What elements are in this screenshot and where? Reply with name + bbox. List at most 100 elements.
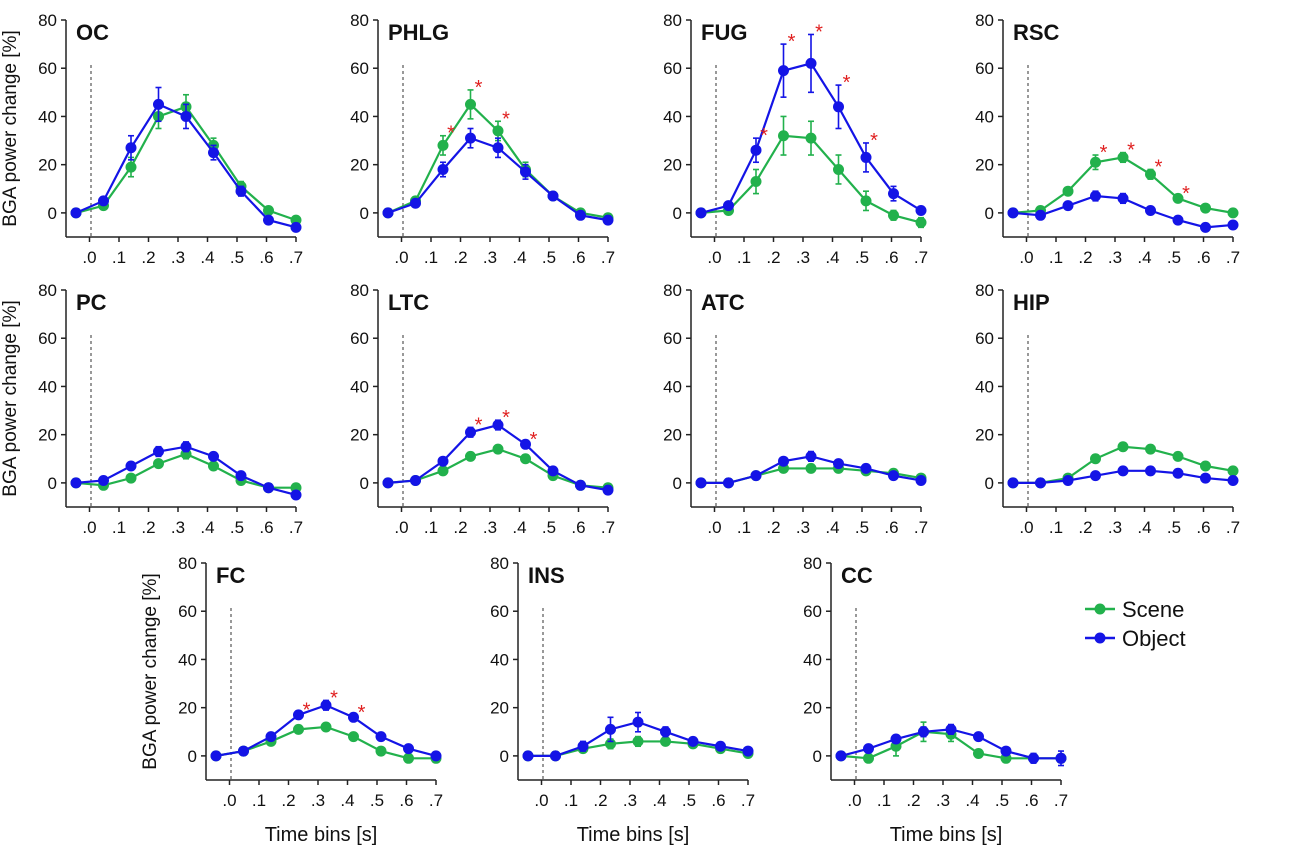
x-tick-label: .6	[711, 791, 725, 810]
y-tick-label: 80	[803, 554, 822, 573]
data-point	[860, 462, 872, 474]
y-tick-label: 80	[663, 11, 682, 30]
y-tick-label: 40	[663, 107, 682, 126]
data-point	[687, 735, 699, 747]
y-tick-label: 0	[48, 474, 57, 493]
data-point	[1007, 477, 1019, 489]
data-point	[208, 460, 219, 472]
data-point	[918, 726, 929, 738]
x-axis-title: Time bins [s]	[265, 824, 378, 846]
y-tick-label: 40	[663, 377, 682, 396]
data-point	[742, 745, 754, 757]
x-tick-label: .6	[399, 791, 413, 810]
panel-title: FC	[216, 563, 245, 588]
x-tick-label: .0	[1019, 248, 1033, 267]
x-tick-label: .0	[222, 791, 236, 810]
significance-star: *	[1182, 183, 1190, 205]
series-scene	[210, 721, 442, 764]
data-point	[520, 166, 531, 178]
y-tick-label: 60	[803, 602, 822, 621]
data-point	[208, 450, 219, 462]
y-tick-label: 0	[673, 474, 682, 493]
data-point	[833, 163, 844, 175]
data-point	[547, 190, 559, 202]
legend-label: Object	[1122, 626, 1186, 651]
data-point	[403, 752, 414, 764]
data-point	[293, 709, 304, 721]
y-tick-label: 40	[350, 377, 369, 396]
x-tick-label: .6	[1024, 791, 1038, 810]
significance-star: *	[502, 108, 510, 130]
data-point	[632, 735, 644, 747]
series-scene	[1007, 151, 1239, 219]
data-point	[660, 726, 671, 738]
x-tick-label: .2	[766, 518, 780, 537]
data-point	[1227, 219, 1239, 231]
x-tick-label: .4	[200, 248, 214, 267]
data-point	[1172, 214, 1184, 226]
y-tick-label: 60	[350, 59, 369, 78]
data-point	[520, 453, 531, 465]
data-point	[1035, 209, 1046, 221]
significance-star: *	[447, 123, 455, 145]
x-tick-label: .4	[1137, 248, 1151, 267]
y-tick-label: 60	[350, 329, 369, 348]
data-point	[915, 204, 927, 216]
data-point	[70, 477, 82, 489]
y-tick-label: 20	[975, 156, 994, 175]
data-point	[945, 723, 957, 735]
panel-title: RSC	[1013, 20, 1060, 45]
data-point	[1028, 752, 1039, 764]
panel-ltc: 0 20 40 60 80 .0 .1 .2 .3 .4 .5 .6 .7 LTC * * *	[350, 281, 615, 537]
panel-fc: 0 20 40 60 80 .0 .1 .2 .3 .4 .5 .6 .7 FC * * *	[178, 554, 443, 810]
data-point	[238, 745, 249, 757]
data-point	[265, 731, 277, 743]
x-tick-label: .6	[571, 248, 585, 267]
y-tick-label: 80	[350, 281, 369, 300]
x-tick-label: .7	[741, 791, 755, 810]
data-point	[235, 470, 247, 482]
y-tick-label: 80	[490, 554, 509, 573]
x-tick-label: .1	[564, 791, 578, 810]
data-point	[180, 441, 192, 453]
x-tick-label: .4	[200, 518, 214, 537]
data-point	[125, 142, 137, 154]
data-point	[1145, 204, 1156, 216]
x-tick-label: .2	[453, 518, 467, 537]
data-point	[1090, 190, 1101, 202]
data-point	[153, 446, 164, 458]
data-point	[1172, 192, 1184, 204]
data-point	[235, 185, 247, 197]
data-point	[98, 474, 109, 486]
y-tick-label: 40	[38, 107, 57, 126]
data-point	[293, 723, 304, 735]
x-tick-label: .1	[424, 518, 438, 537]
data-point	[915, 474, 927, 486]
y-tick-label: 40	[490, 650, 509, 669]
data-point	[410, 197, 421, 209]
y-axis-title: BGA power change [%]	[0, 300, 21, 496]
significance-star: *	[760, 125, 768, 147]
significance-star: *	[1155, 156, 1163, 178]
panel-title: LTC	[388, 290, 429, 315]
y-tick-label: 80	[975, 11, 994, 30]
panel-title: PHLG	[388, 20, 449, 45]
panel-cc: 0 20 40 60 80 .0 .1 .2 .3 .4 .5 .6 .7 CC	[803, 554, 1068, 810]
x-tick-label: .5	[542, 248, 556, 267]
data-point	[860, 151, 872, 163]
x-tick-label: .2	[453, 248, 467, 267]
significance-star: *	[330, 687, 338, 709]
x-tick-label: .0	[847, 791, 861, 810]
data-point	[723, 477, 734, 489]
x-tick-label: .7	[289, 518, 303, 537]
x-tick-label: .7	[601, 248, 615, 267]
data-point	[750, 470, 762, 482]
data-point	[715, 740, 726, 752]
series-line	[387, 423, 609, 492]
y-tick-label: 0	[188, 747, 197, 766]
data-point	[1090, 453, 1101, 465]
data-point	[1227, 465, 1239, 477]
x-tick-label: .0	[707, 248, 721, 267]
data-point	[660, 735, 671, 747]
x-tick-label: .4	[825, 248, 839, 267]
